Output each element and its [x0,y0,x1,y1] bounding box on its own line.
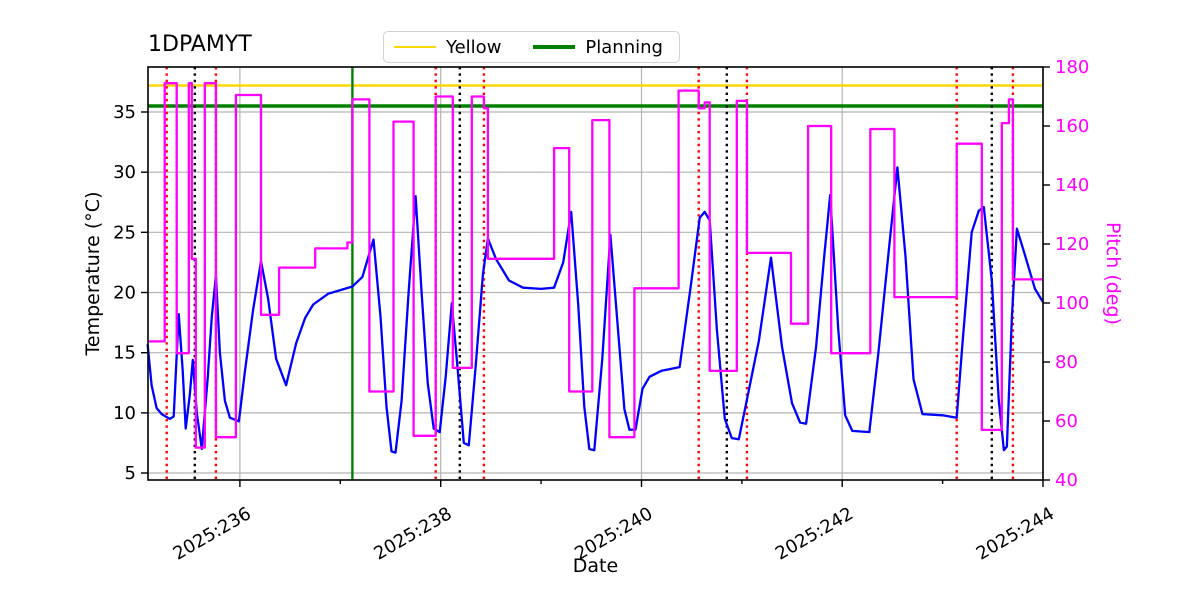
legend-item-planning: Planning [533,37,663,58]
y-right-tick-label: 140 [1055,175,1089,196]
y-left-tick-label: 25 [113,222,136,243]
legend-label-yellow: Yellow [446,36,502,58]
y-left-tick-label: 15 [113,343,136,364]
y-left-tick-label: 5 [125,463,136,484]
y-left-axis-label: Temperature (°C) [82,192,104,357]
x-tick-label: 2025:244 [973,503,1058,564]
legend: Yellow Planning [383,31,680,63]
y-left-tick-label: 30 [113,162,136,183]
y-right-tick-label: 160 [1055,116,1089,137]
series-pitch [147,82,1043,449]
chart-title: 1DPAMYT [148,32,252,57]
x-axis-label: Date [573,555,618,577]
y-left-tick-label: 10 [113,403,136,424]
y-left-tick-label: 35 [113,102,136,123]
y-right-tick-label: 180 [1055,57,1089,78]
yellow-line-swatch [394,45,436,49]
y-left-tick-label: 20 [113,283,136,304]
x-tick-label: 2025:242 [772,503,857,564]
x-tick-label: 2025:236 [170,503,255,564]
y-right-axis-label: Pitch (deg) [1102,222,1124,325]
y-right-tick-label: 40 [1055,470,1078,491]
planning-line-swatch [533,45,576,49]
y-right-tick-label: 80 [1055,352,1078,373]
axes-spine [147,66,1044,481]
legend-label-planning: Planning [585,36,663,58]
x-tick-label: 2025:238 [370,503,455,564]
legend-item-yellow: Yellow [394,37,501,58]
series-temperature [146,166,1044,454]
y-right-tick-label: 60 [1055,411,1078,432]
y-right-tick-label: 120 [1055,234,1089,255]
y-right-tick-label: 100 [1055,293,1089,314]
